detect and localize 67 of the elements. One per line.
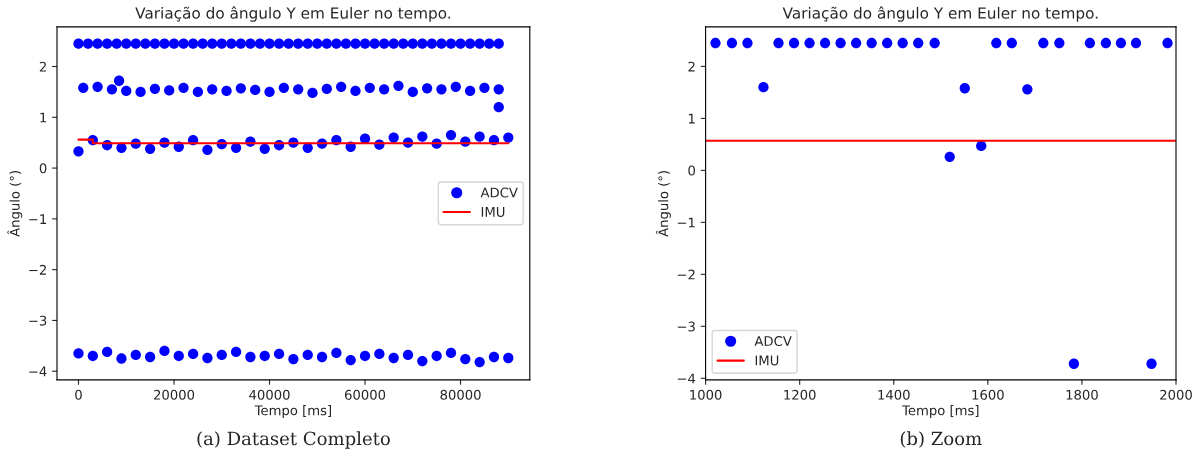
point (866, 37, 877, 49)
x-tick-label: 1800 (1066, 389, 1098, 400)
legend-label: IMU (755, 355, 779, 366)
point (913, 37, 924, 49)
y-tick-label: −4 (677, 373, 696, 384)
point (773, 37, 784, 49)
point (758, 82, 769, 93)
y-tick-label: −2 (29, 264, 46, 275)
point (1068, 358, 1080, 369)
y-tick-label: −3 (29, 315, 47, 326)
x-tick-label: 2000 (1160, 389, 1192, 400)
y-tick-label: −1 (29, 214, 47, 224)
y-tick-label: 2 (39, 61, 46, 72)
y-tick-label: −4 (29, 366, 47, 377)
point (1038, 37, 1049, 49)
point (959, 83, 970, 94)
legend-label: IMU (481, 207, 505, 217)
point (897, 37, 908, 49)
x-tick-label: 20000 (153, 389, 195, 400)
text: (a) Dataset Completo (197, 431, 390, 449)
y-tick-label: 1 (40, 112, 47, 123)
point (850, 37, 862, 49)
point (788, 37, 800, 49)
y-axis-title: Ângulo (°) (655, 171, 671, 237)
point (710, 37, 721, 49)
point (1130, 37, 1142, 49)
point (835, 37, 846, 49)
point (944, 151, 955, 162)
y-tick-label: 1 (688, 113, 695, 124)
y-tick-label: 0 (688, 165, 695, 176)
text: (b) Zoom (900, 431, 982, 448)
point (1022, 84, 1033, 95)
x-tick-label: 1400 (878, 389, 910, 400)
point (1100, 37, 1112, 49)
point (991, 37, 1002, 49)
x-tick-label: 1000 (690, 389, 722, 400)
x-tick-label: 40000 (249, 389, 290, 400)
point (1146, 358, 1157, 369)
x-tick-label: 80000 (440, 389, 481, 400)
x-tick-label: 0 (75, 389, 82, 400)
x-tick-label: 60000 (344, 389, 386, 400)
legend-label: ADCV (754, 336, 792, 347)
point (1115, 37, 1127, 49)
x-axis-title: Tempo [ms] (902, 405, 979, 418)
x-tick-label: 1600 (972, 389, 1004, 400)
point (929, 37, 940, 49)
point (742, 37, 753, 49)
point (819, 37, 831, 49)
legend-label: ADCV (480, 187, 518, 198)
point (1162, 37, 1173, 49)
chart-title: Variação do ângulo Y em Euler no tempo. (135, 6, 450, 22)
point (882, 37, 893, 49)
chart-title: Variação do ângulo Y em Euler no tempo. (782, 6, 1098, 22)
y-tick-label: 2 (688, 61, 695, 72)
y-tick-label: −2 (677, 269, 695, 280)
point (976, 140, 987, 152)
point (1054, 37, 1065, 49)
y-tick-label: −1 (677, 217, 695, 228)
y-tick-label: −3 (677, 321, 695, 332)
y-tick-label: 0 (39, 163, 47, 174)
y-axis-title: Ângulo (°) (7, 171, 23, 237)
x-tick-label: 1200 (784, 389, 816, 400)
point (804, 37, 815, 49)
point (726, 37, 738, 49)
point (1084, 37, 1096, 49)
point (1006, 37, 1017, 49)
x-axis-title: Tempo [ms] (254, 405, 331, 418)
